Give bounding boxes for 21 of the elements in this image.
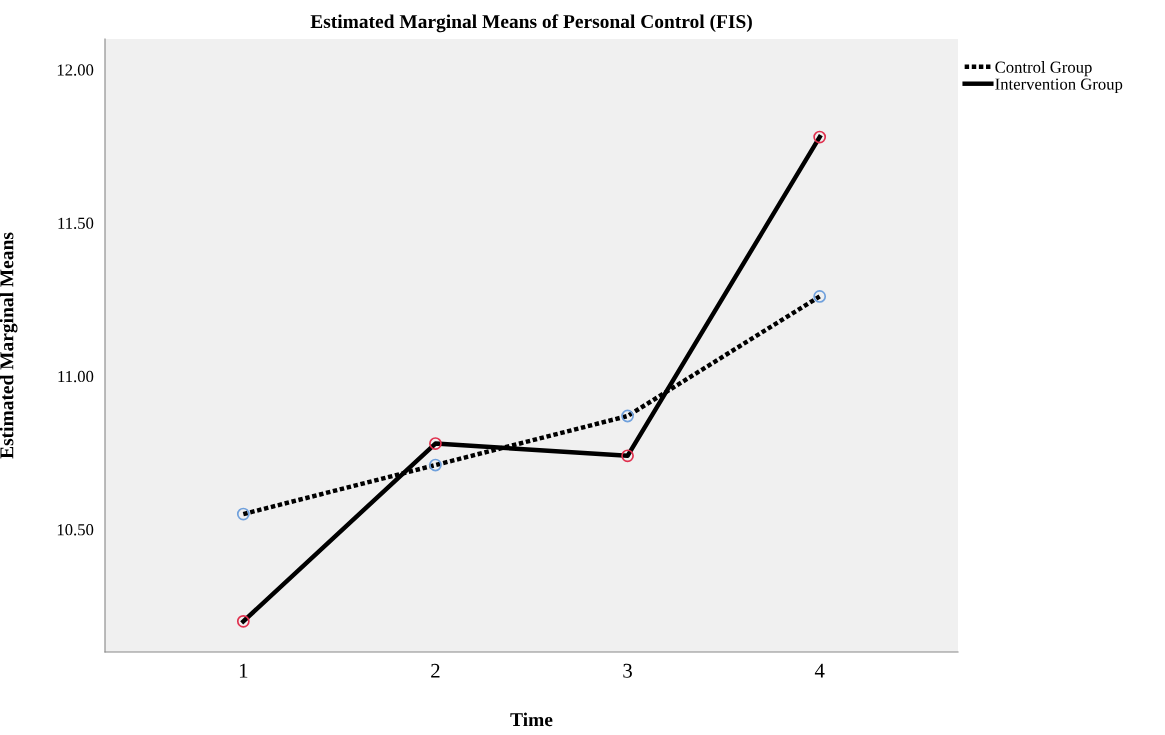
point (813, 130, 827, 144)
x-tick-label: 1 (239, 663, 248, 678)
point (429, 437, 442, 450)
point (813, 290, 827, 303)
y-tick-label: 12.00 (57, 64, 94, 76)
point (621, 449, 634, 463)
y-tick-label: 11.00 (58, 370, 94, 383)
y-tick-label: 10.50 (57, 524, 94, 536)
legend-label: Intervention Group (995, 78, 1123, 94)
point (429, 458, 442, 472)
y-tick-label: 11.50 (58, 217, 94, 229)
x-tick-label: 4 (814, 663, 825, 678)
legend-label: Control Group (995, 61, 1092, 77)
point (236, 507, 250, 521)
x-tick-label: 3 (623, 663, 632, 678)
chart-title: Estimated Marginal Means of Personal Control (FIS) (310, 14, 752, 33)
point (236, 614, 250, 628)
point (621, 409, 634, 423)
x-tick-label: 2 (431, 663, 440, 678)
y-axis-title: Estimated Marginal Means (0, 232, 18, 459)
x-axis-title: Time (510, 712, 553, 727)
